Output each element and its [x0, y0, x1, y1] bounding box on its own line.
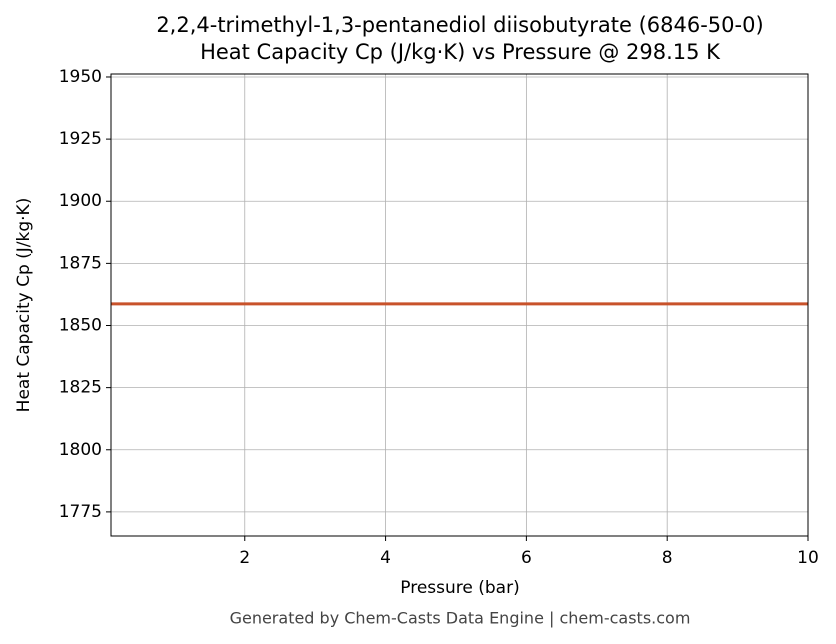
y-tick-label: 1925 [59, 129, 102, 149]
x-tick-label: 2 [239, 548, 250, 568]
x-tick-label: 10 [797, 548, 819, 568]
y-tick-label: 1825 [59, 378, 102, 398]
y-axis-label: Heat Capacity Cp (J/kg·K) [14, 198, 34, 413]
plot-frame [110, 73, 809, 537]
x-axis-label: Pressure (bar) [400, 578, 519, 598]
y-tick-label: 1900 [59, 191, 102, 211]
y-tick-label: 1775 [59, 502, 102, 522]
footer: Generated by Chem-Casts Data Engine | ch… [230, 609, 691, 628]
x-tick-label: 4 [380, 548, 391, 568]
y-tick-label: 1950 [59, 67, 102, 87]
x-tick-label: 6 [521, 548, 532, 568]
chart-title: 2,2,4-trimethyl-1,3-pentanediol diisobut… [156, 13, 763, 37]
y-tick-label: 1875 [59, 253, 102, 273]
y-tick-label: 1850 [59, 316, 102, 336]
y-tick-label: 1800 [59, 440, 102, 460]
x-tick-label: 8 [662, 548, 673, 568]
chart-subtitle: Heat Capacity Cp (J/kg·K) vs Pressure @ … [200, 40, 721, 64]
